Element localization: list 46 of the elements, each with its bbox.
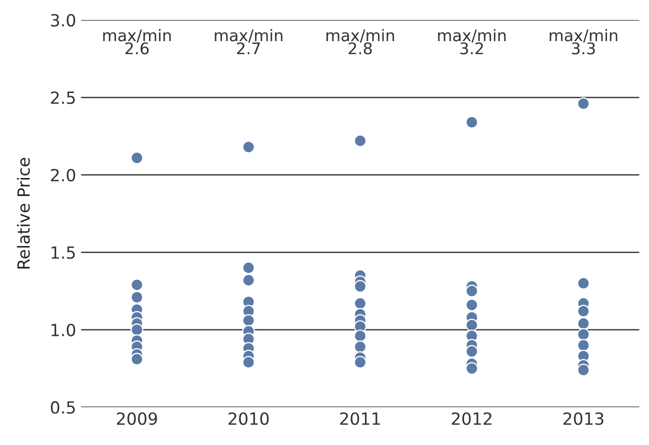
point (242, 261, 255, 274)
point (577, 276, 590, 290)
annotation: max/min 2.8 (326, 29, 394, 54)
y-tick-label: 3.0 (51, 14, 76, 27)
point (577, 317, 590, 330)
point (577, 364, 590, 376)
point (465, 116, 478, 129)
point (242, 274, 255, 287)
annotation: max/min 3.3 (550, 29, 618, 54)
point (577, 338, 590, 352)
y-tick-label: 2.5 (50, 91, 75, 104)
point (465, 362, 478, 375)
point (465, 298, 478, 312)
point (130, 323, 144, 336)
point (465, 284, 478, 298)
y-tick-label: 2.0 (50, 168, 76, 182)
x-tick-label: 2012 (452, 412, 492, 425)
point (354, 340, 367, 354)
point (577, 304, 590, 318)
y-tick-label: 1.0 (52, 324, 76, 336)
point (465, 345, 478, 358)
x-tick-label: 2013 (563, 412, 604, 425)
point (577, 328, 590, 341)
point (465, 318, 478, 332)
annotation: max/min 3.2 (438, 29, 506, 54)
point (242, 356, 255, 369)
annotation: max/min 2.7 (214, 29, 282, 54)
y-tick-label: 1.5 (52, 246, 75, 259)
y-axis-title: Relative Price (16, 158, 30, 269)
point (242, 140, 255, 154)
point (354, 134, 367, 148)
point (577, 97, 590, 110)
point (354, 280, 367, 293)
point (130, 151, 144, 164)
point (354, 330, 367, 342)
x-tick-label: 2011 (340, 412, 380, 425)
point (130, 352, 144, 366)
point (354, 356, 367, 369)
point (242, 314, 255, 327)
point (130, 278, 144, 292)
x-tick-label: 2009 (116, 412, 157, 425)
annotation: max/min 2.6 (103, 29, 171, 54)
point (130, 290, 144, 304)
y-tick-label: 0.5 (50, 401, 75, 414)
point (354, 297, 367, 310)
x-tick-label: 2010 (228, 412, 269, 425)
